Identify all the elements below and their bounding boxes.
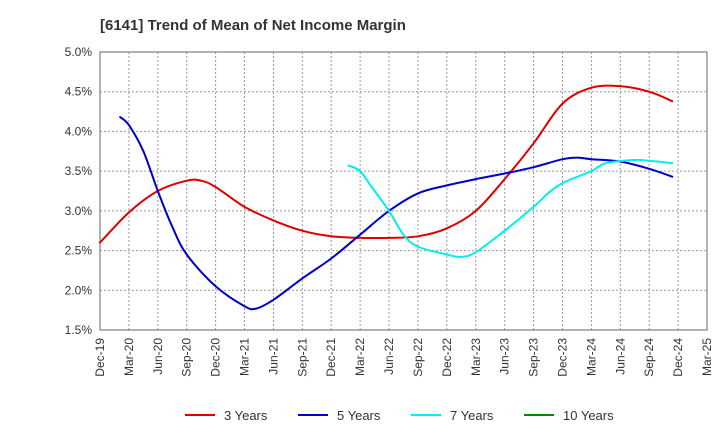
x-tick-label: Sep-21: [295, 338, 309, 377]
x-tick-label: Dec-20: [209, 338, 223, 377]
legend-label-5-years: 5 Years: [337, 408, 381, 423]
x-tick-label: Mar-21: [238, 338, 252, 376]
x-tick-label: Mar-22: [353, 338, 367, 376]
x-tick-label: Jun-20: [151, 338, 165, 375]
x-tick-label: Dec-19: [93, 338, 107, 377]
plot-area: Dec-19 Mar-20 Jun-20 Sep-20 Dec-20 Mar-21 Jun-…: [65, 45, 714, 377]
x-tick-label: Dec-22: [440, 338, 454, 377]
x-tick-label: Dec-24: [671, 338, 685, 377]
x-tick-label: Sep-22: [411, 338, 425, 377]
x-tick-label: Mar-23: [469, 338, 483, 376]
x-tick-label: Mar-20: [122, 338, 136, 376]
x-tick-label: Mar-24: [584, 338, 598, 376]
plot-background: [100, 52, 707, 330]
x-tick-label: Sep-24: [642, 338, 656, 377]
legend-label-10-years: 10 Years: [563, 408, 614, 423]
x-tick-label: Sep-20: [180, 338, 194, 377]
y-tick-label: 4.0%: [65, 124, 93, 138]
x-tick-label: Jun-22: [382, 338, 396, 375]
legend-label-7-years: 7 Years: [450, 408, 494, 423]
y-tick-label: 2.5%: [65, 244, 93, 258]
x-tick-label: Dec-23: [555, 338, 569, 377]
legend: 3 Years 5 Years 7 Years 10 Years: [185, 408, 614, 423]
y-tick-label: 5.0%: [65, 45, 93, 59]
series-line-3-years: [99, 84, 674, 244]
y-tick-label: 3.0%: [65, 204, 93, 218]
x-tick-label: Sep-23: [527, 338, 541, 377]
legend-label-3-years: 3 Years: [224, 408, 268, 423]
x-tick-label: Mar-25: [700, 338, 714, 376]
x-tick-label: Jun-23: [498, 338, 512, 375]
y-tick-label: 3.5%: [65, 164, 93, 178]
chart-title: [6141] Trend of Mean of Net Income Margi…: [100, 17, 406, 34]
series-line-7-years: [347, 158, 674, 258]
y-tick-label: 4.5%: [65, 85, 93, 99]
y-tick-label: 2.0%: [65, 283, 93, 297]
x-tick-label: Jun-21: [266, 338, 280, 375]
x-tick-label: Jun-24: [613, 338, 627, 375]
y-tick-label: 1.5%: [65, 323, 93, 337]
series-line-5-years: [119, 116, 674, 311]
plot-frame: [99, 51, 708, 331]
x-tick-label: Dec-21: [324, 338, 338, 377]
